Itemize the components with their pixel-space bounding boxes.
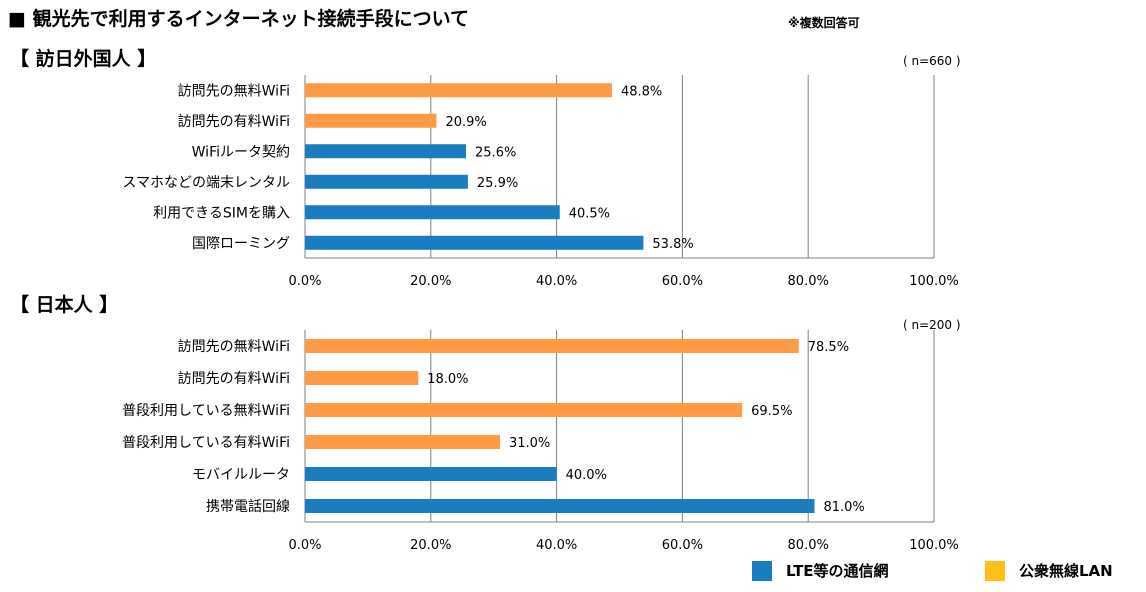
legend-item-wifi: 公衆無線LAN [985, 560, 1113, 581]
data-label: 53.8% [652, 237, 693, 252]
legend-swatch-lte [752, 560, 772, 581]
bar [305, 113, 437, 128]
data-label: 31.0% [509, 436, 550, 451]
x-tick-label: 20.0% [410, 538, 451, 553]
bar [305, 174, 468, 189]
x-tick-label: 0.0% [288, 538, 321, 553]
x-tick-label: 60.0% [662, 538, 703, 553]
data-label: 81.0% [823, 500, 864, 515]
chart-foreign-visitors: 0.0% 20.0% 40.0% 60.0% 80.0% 100.0% 訪問先の無料WiFi… [122, 75, 959, 289]
x-tick-label: 60.0% [662, 274, 703, 289]
category-label: 普段利用している有料WiFi [122, 435, 290, 451]
data-label: 25.6% [475, 145, 516, 160]
legend-swatch-wifi [985, 560, 1005, 581]
data-label: 25.9% [477, 176, 518, 191]
legend-label-wifi: 公衆無線LAN [1019, 562, 1113, 580]
x-tick-label: 80.0% [788, 538, 829, 553]
x-tick-label: 40.0% [536, 538, 577, 553]
x-tick-label: 20.0% [410, 274, 451, 289]
section-title-japanese: 【 日本人 】 [10, 294, 119, 316]
data-label: 40.5% [569, 206, 610, 221]
x-tick-label: 100.0% [909, 538, 959, 553]
x-tick-label: 80.0% [788, 274, 829, 289]
sample-size-foreign: ( n=660 ) [903, 54, 961, 68]
bar [305, 499, 815, 513]
data-label: 69.5% [751, 404, 792, 419]
data-label: 40.0% [566, 468, 607, 483]
data-label: 78.5% [808, 340, 849, 355]
sample-size-japanese: ( n=200 ) [903, 318, 961, 332]
chart-japanese: 0.0% 20.0% 40.0% 60.0% 80.0% 100.0% 訪問先の無料WiFi… [122, 330, 959, 553]
category-label: 訪問先の有料WiFi [178, 371, 290, 387]
category-label: WiFiルータ契約 [192, 144, 290, 160]
multiple-answers-note: ※複数回答可 [788, 16, 860, 30]
section-title-foreign-visitors: 【 訪日外国人 】 [10, 48, 157, 70]
category-label: 携帯電話回線 [206, 498, 290, 515]
x-tick-label: 40.0% [536, 274, 577, 289]
category-label: 訪問先の無料WiFi [178, 83, 290, 99]
category-label: 国際ローミング [192, 236, 290, 252]
bar [305, 403, 743, 417]
legend-label-lte: LTE等の通信網 [786, 562, 889, 580]
bar [305, 435, 500, 449]
category-label: 訪問先の有料WiFi [178, 114, 290, 130]
category-label: 利用できるSIMを購入 [153, 205, 290, 221]
bar [305, 144, 467, 159]
category-label: 訪問先の無料WiFi [178, 339, 290, 355]
bar [305, 205, 560, 220]
legend-item-lte: LTE等の通信網 [752, 560, 889, 581]
data-label: 18.0% [427, 372, 468, 387]
bar [305, 83, 612, 98]
category-label: 普段利用している無料WiFi [122, 403, 290, 419]
page-title: ■ 観光先で利用するインターネット接続手段について [8, 8, 469, 30]
bar [305, 235, 644, 250]
x-tick-label: 0.0% [288, 274, 321, 289]
bar [305, 467, 557, 481]
x-tick-label: 100.0% [909, 274, 959, 289]
category-label: モバイルルータ [192, 467, 290, 483]
data-label: 48.8% [621, 84, 662, 99]
category-label: スマホなどの端末レンタル [122, 175, 290, 191]
bar [305, 339, 799, 353]
data-label: 20.9% [445, 115, 486, 130]
bar [305, 371, 419, 385]
